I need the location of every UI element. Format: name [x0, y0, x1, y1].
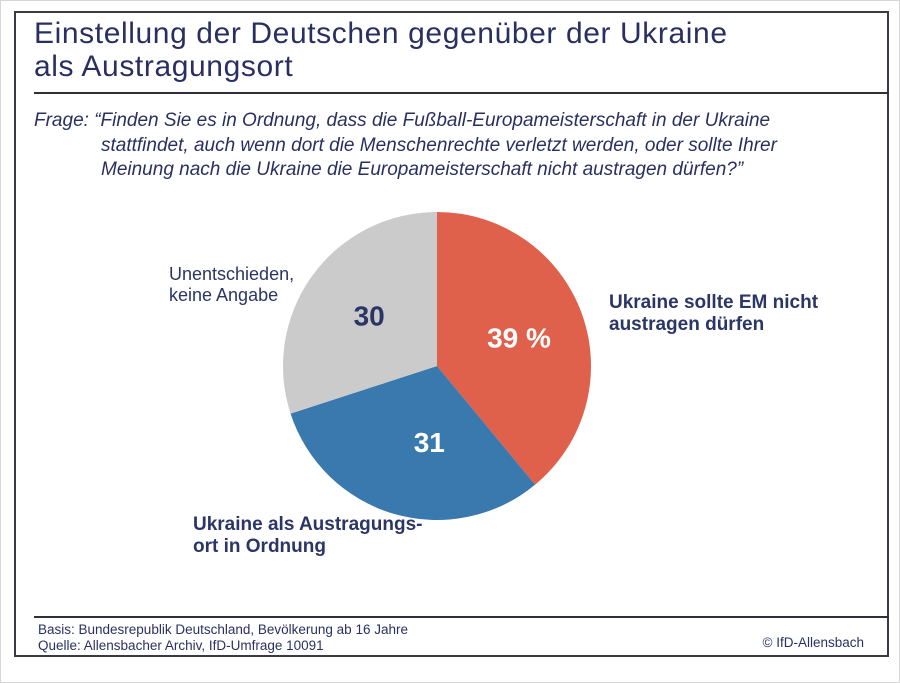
label-slice-against-line1: Ukraine sollte EM nicht — [609, 292, 819, 313]
survey-question-line3: Meinung nach die Ukraine die Europameist… — [101, 159, 744, 180]
pie-value-label-1: 31 — [414, 427, 445, 458]
label-slice-against: Ukraine sollte EM nicht austragen dürfen — [609, 292, 818, 335]
page-title-line2: als Austragungsort — [34, 50, 294, 83]
label-slice-infavor-line1: Ukraine als Austragungs- — [193, 514, 423, 535]
footer-basis: Basis: Bundesrepublik Deutschland, Bevöl… — [38, 622, 408, 637]
label-slice-undecided-line2: keine Angabe — [169, 285, 279, 305]
label-slice-undecided: Unentschieden, keine Angabe — [169, 264, 294, 306]
footer-quelle: Quelle: Allensbacher Archiv, IfD-Umfrage… — [38, 637, 324, 653]
pie-slice-1 — [290, 366, 536, 520]
pie-slice-2 — [283, 212, 437, 414]
page-title: Einstellung der Deutschen gegenüber der … — [34, 17, 879, 83]
copyright-label: © IfD-Allensbach — [762, 635, 865, 650]
label-slice-against-line2: austragen dürfen — [609, 313, 765, 335]
pie-slice-0 — [437, 212, 591, 485]
pie-value-label-2: 30 — [354, 301, 385, 332]
label-slice-undecided-line1: Unentschieden, — [169, 264, 295, 284]
pie-chart: 39 % 31 30 — [283, 212, 591, 520]
label-slice-infavor-line2: ort in Ordnung — [193, 535, 326, 557]
survey-question-line1: Frage: “Finden Sie es in Ordnung, dass d… — [34, 110, 771, 131]
survey-question: Frage: “Finden Sie es in Ordnung, dass d… — [34, 109, 844, 183]
footer-notes: Basis: Bundesrepublik Deutschland, Bevöl… — [38, 622, 408, 653]
footer-divider — [34, 616, 889, 618]
label-slice-infavor: Ukraine als Austragungs- ort in Ordnung — [193, 514, 422, 557]
pie-value-label-0: 39 % — [487, 323, 551, 354]
title-divider — [34, 92, 889, 94]
page-title-line1: Einstellung der Deutschen gegenüber der … — [34, 17, 728, 50]
survey-question-line2: stattfindet, auch wenn dort die Menschen… — [101, 134, 777, 156]
